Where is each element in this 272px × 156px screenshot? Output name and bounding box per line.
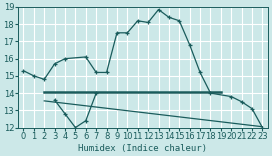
- X-axis label: Humidex (Indice chaleur): Humidex (Indice chaleur): [78, 144, 208, 153]
